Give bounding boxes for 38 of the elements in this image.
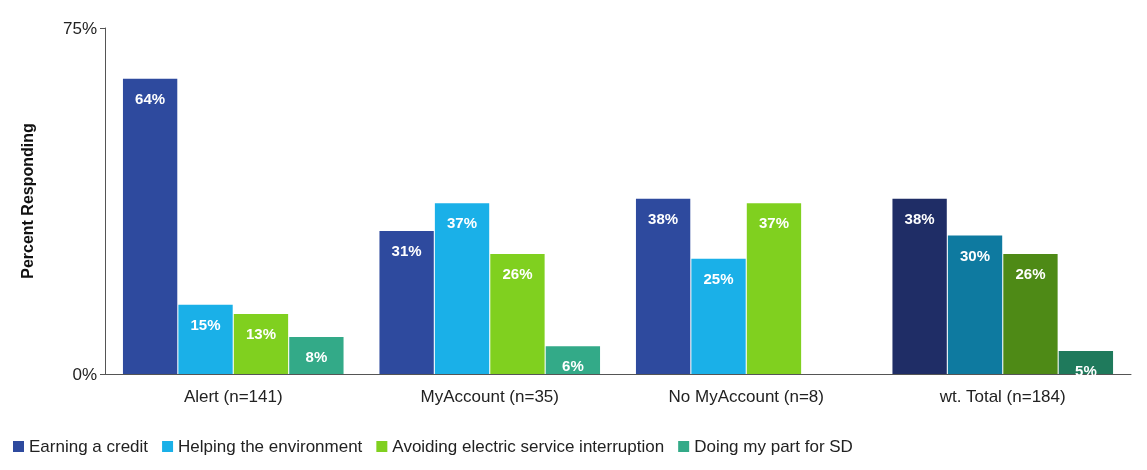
bar [490, 254, 545, 374]
data-label: 13% [245, 325, 276, 343]
x-tick-label: MyAccount (n=35) [420, 387, 559, 406]
data-label: 38% [904, 209, 935, 227]
data-label: 37% [447, 214, 478, 232]
bar [691, 258, 746, 374]
data-label: 31% [391, 241, 422, 259]
data-label: 38% [648, 209, 679, 227]
data-label: 25% [703, 269, 734, 287]
bar [178, 304, 233, 374]
data-label: 15% [190, 315, 221, 333]
bar [947, 235, 1003, 374]
x-tick-label: No MyAccount (n=8) [668, 387, 824, 406]
y-tick-label: 75% [62, 18, 97, 38]
legend-label: Earning a credit [29, 437, 149, 456]
data-label: 8% [305, 348, 328, 366]
bar [746, 203, 802, 374]
data-label: 64% [135, 89, 166, 107]
legend-label: Avoiding electric service interruption [392, 437, 665, 456]
y-tick-label: 0% [72, 364, 97, 384]
data-label: 37% [758, 214, 789, 232]
legend-label: Helping the environment [178, 437, 363, 456]
bar [379, 230, 434, 374]
data-label: 30% [960, 246, 991, 264]
x-tick-label: wt. Total (n=184) [938, 387, 1066, 406]
bar [233, 314, 289, 374]
x-tick-label: Alert (n=141) [183, 387, 283, 406]
bar [635, 198, 691, 374]
bar [892, 198, 947, 374]
y-axis-title: Percent Responding [18, 123, 36, 279]
bar [1003, 254, 1058, 374]
bar [434, 203, 490, 374]
data-label: 26% [1015, 265, 1046, 283]
data-label: 6% [562, 357, 584, 375]
legend-label: Doing my part for SD [694, 437, 853, 456]
data-label: 26% [502, 265, 533, 283]
bar [289, 337, 344, 374]
bar [122, 78, 178, 374]
